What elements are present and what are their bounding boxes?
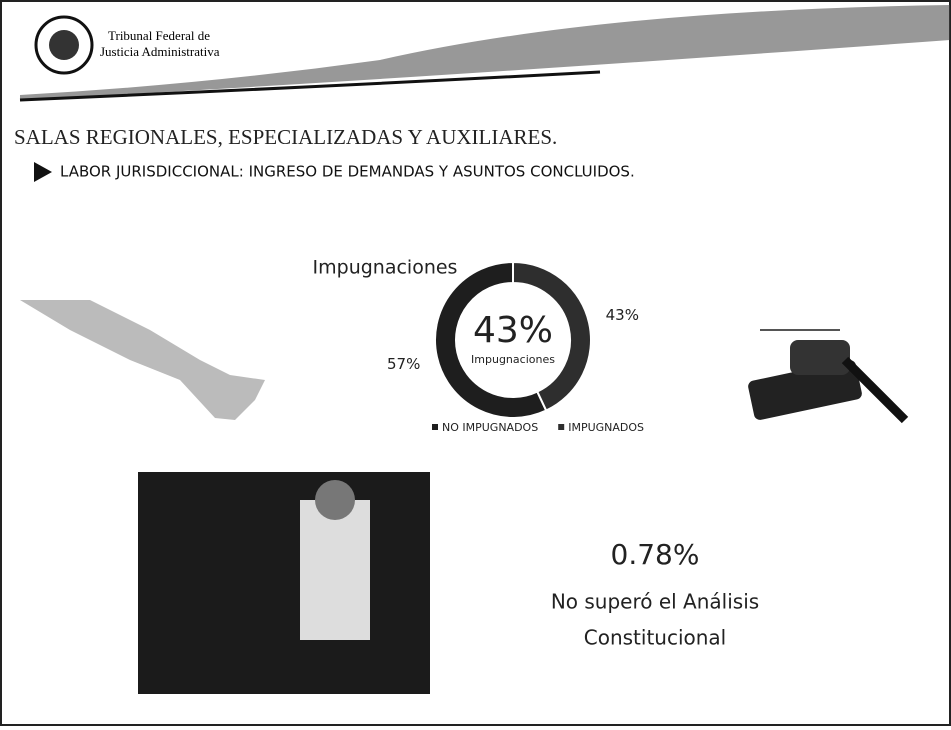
slide-title: SALAS REGIONALES, ESPECIALIZADAS Y AUXIL… [14, 125, 557, 149]
data-label: 43% [606, 306, 639, 324]
map-image [20, 300, 265, 420]
photo-head [315, 480, 355, 520]
donut-chart: Impugnaciones 57% 43% 43% Impugnaciones NO IM… [313, 257, 645, 435]
slide-subtitle: LABOR JURISDICCIONAL: INGRESO DE DEMANDA… [60, 163, 635, 181]
statement-text: Constitucional [584, 626, 727, 650]
photo-figure [300, 500, 370, 640]
legend-swatch [558, 424, 565, 430]
gavel-image [748, 329, 909, 424]
statement-text: No superó el Análisis [551, 590, 759, 614]
logo-eagle [49, 30, 79, 60]
photo-image [138, 472, 430, 694]
donut-segment [434, 260, 548, 419]
header-swoosh [19, 70, 601, 102]
header-line: Justicia Administrativa [100, 44, 220, 59]
chart-title: Impugnaciones [313, 257, 458, 279]
legend-swatch [432, 424, 438, 430]
header-line: Tribunal Federal de [108, 28, 210, 43]
donut-segment [512, 260, 592, 412]
data-label: 57% [387, 355, 420, 373]
legend-label: NO IMPUGNADOS [442, 421, 538, 434]
statement-value: 0.78% [611, 538, 700, 571]
header-banner [20, 5, 950, 100]
bullet-arrow [34, 162, 52, 182]
legend-label: IMPUGNADOS [568, 421, 644, 434]
center-label: Impugnaciones [471, 353, 555, 366]
center-value: 43% [473, 310, 553, 351]
